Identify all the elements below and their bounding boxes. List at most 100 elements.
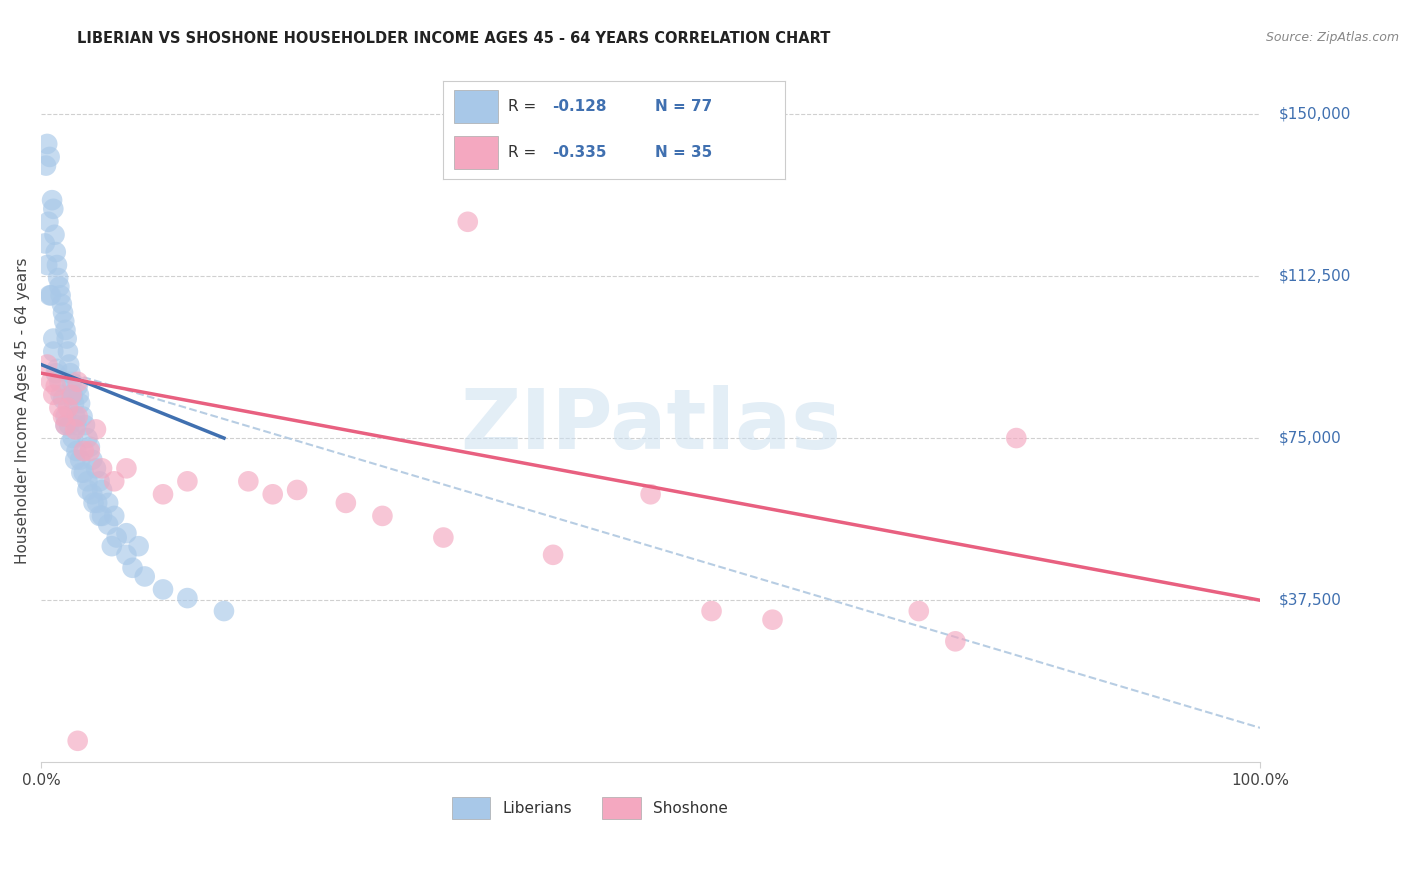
Point [79, 440, 101, 454]
Point [212, 604, 235, 618]
Point [432, 531, 454, 545]
Point [38, 288, 60, 302]
Text: ZIPatlas: ZIPatlas [460, 384, 841, 466]
Point [55, 418, 77, 433]
Point [62, 431, 84, 445]
Point [67, 388, 90, 402]
Point [42, 344, 65, 359]
Point [115, 461, 138, 475]
Point [37, 258, 59, 272]
Point [65, 409, 87, 424]
Point [45, 366, 67, 380]
Text: $150,000: $150,000 [1278, 106, 1351, 121]
Point [35, 159, 58, 173]
Point [640, 487, 662, 501]
Point [97, 496, 120, 510]
Point [59, 435, 82, 450]
Point [56, 401, 79, 415]
Point [63, 396, 86, 410]
Point [89, 475, 111, 489]
Point [51, 297, 73, 311]
Point [37, 358, 59, 372]
Point [371, 508, 394, 523]
Point [46, 362, 69, 376]
Point [84, 422, 107, 436]
Point [56, 344, 79, 359]
Point [457, 215, 479, 229]
Point [66, 409, 89, 424]
Point [48, 375, 70, 389]
Point [128, 539, 150, 553]
Point [262, 487, 284, 501]
Point [55, 332, 77, 346]
Point [62, 388, 84, 402]
Point [45, 379, 67, 393]
Point [55, 323, 77, 337]
Point [39, 288, 62, 302]
Point [58, 418, 80, 433]
Point [84, 461, 107, 475]
Point [1005, 431, 1028, 445]
Point [60, 388, 83, 402]
Point [48, 279, 70, 293]
Point [73, 444, 96, 458]
Point [60, 375, 83, 389]
Point [53, 314, 76, 328]
Point [42, 388, 65, 402]
Point [48, 401, 70, 415]
Point [907, 604, 929, 618]
Point [761, 613, 783, 627]
Point [73, 418, 96, 433]
Point [101, 539, 124, 553]
Point [97, 517, 120, 532]
Point [66, 734, 89, 748]
Point [65, 452, 87, 467]
Point [76, 475, 98, 489]
Point [59, 366, 82, 380]
Point [82, 452, 104, 467]
Point [335, 496, 357, 510]
Point [541, 548, 564, 562]
Point [46, 271, 69, 285]
Text: $37,500: $37,500 [1278, 593, 1341, 607]
Point [86, 496, 108, 510]
Text: $112,500: $112,500 [1278, 268, 1351, 284]
Point [34, 236, 56, 251]
Point [65, 422, 87, 436]
Point [103, 508, 125, 523]
Text: Source: ZipAtlas.com: Source: ZipAtlas.com [1265, 31, 1399, 45]
Y-axis label: Householder Income Ages 45 - 64 years: Householder Income Ages 45 - 64 years [15, 258, 30, 565]
Point [238, 475, 260, 489]
Point [105, 531, 128, 545]
Point [55, 418, 77, 433]
Point [134, 569, 156, 583]
Point [55, 409, 77, 424]
Point [66, 375, 89, 389]
Text: LIBERIAN VS SHOSHONE HOUSEHOLDER INCOME AGES 45 - 64 YEARS CORRELATION CHART: LIBERIAN VS SHOSHONE HOUSEHOLDER INCOME … [77, 31, 831, 46]
Point [45, 245, 67, 260]
Point [69, 396, 91, 410]
Point [82, 487, 104, 501]
Point [79, 444, 101, 458]
Point [52, 305, 75, 319]
Point [41, 193, 63, 207]
Point [52, 409, 75, 424]
Point [65, 418, 87, 433]
Point [46, 258, 69, 272]
Text: $75,000: $75,000 [1278, 431, 1341, 445]
Point [115, 526, 138, 541]
Point [37, 136, 59, 151]
Point [42, 202, 65, 216]
Point [39, 375, 62, 389]
Point [58, 358, 80, 372]
Point [91, 483, 114, 497]
Point [91, 508, 114, 523]
Point [49, 288, 72, 302]
Point [44, 227, 66, 242]
Point [285, 483, 308, 497]
Point [152, 487, 174, 501]
Point [52, 392, 75, 406]
Point [66, 379, 89, 393]
Point [121, 561, 143, 575]
Point [49, 388, 72, 402]
